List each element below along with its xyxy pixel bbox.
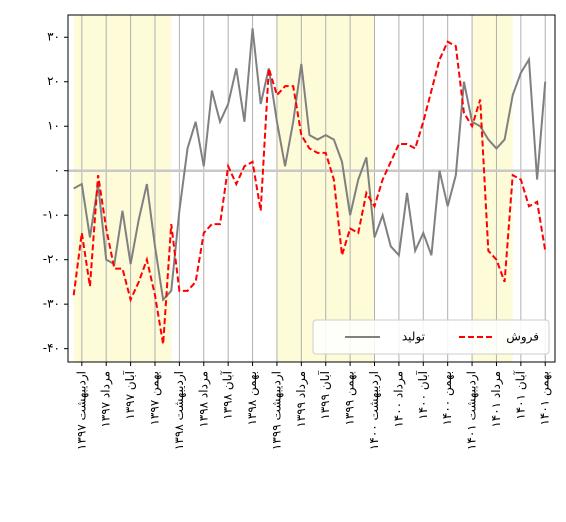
x-tick-label: بهمن ۱۳۹۸ bbox=[245, 371, 260, 426]
x-tick-label: اردیبهشت ۱۴۰۰ bbox=[367, 371, 382, 450]
y-tick-label: ۳۰ bbox=[47, 30, 60, 44]
y-tick-label: -۳۰ bbox=[43, 297, 60, 311]
x-tick-label: آبان ۱۴۰۱ bbox=[512, 370, 527, 419]
y-tick-label: -۱۰ bbox=[43, 208, 60, 222]
shaded-region bbox=[472, 15, 513, 362]
x-tick-label: بهمن ۱۳۹۹ bbox=[343, 371, 358, 426]
x-tick-label: مرداد ۱۴۰۰ bbox=[391, 371, 406, 428]
y-tick-label: ۰ bbox=[54, 163, 60, 177]
x-tick-label: آبان ۱۴۰۰ bbox=[415, 370, 430, 419]
legend-label: فروش bbox=[506, 330, 539, 345]
x-tick-label: مرداد ۱۴۰۱ bbox=[489, 371, 504, 428]
legend-box bbox=[312, 319, 550, 355]
y-tick-label: -۲۰ bbox=[43, 252, 60, 266]
line-series bbox=[72, 40, 547, 345]
y-tick-label: ۲۰ bbox=[47, 74, 60, 88]
x-tick-label: اردیبهشت ۱۳۹۹ bbox=[269, 371, 284, 450]
x-tick-label: مرداد ۱۳۹۷ bbox=[99, 371, 114, 428]
plot-frame bbox=[67, 14, 556, 363]
shaded-region bbox=[73, 15, 172, 362]
x-tick-label: بهمن ۱۴۰۰ bbox=[440, 371, 455, 426]
x-tick-label: مرداد ۱۳۹۸ bbox=[196, 371, 211, 428]
x-tick-label: مرداد ۱۳۹۹ bbox=[294, 371, 309, 428]
x-tick-label: اردیبهشت ۱۳۹۸ bbox=[172, 371, 187, 450]
y-tick-label: -۴۰ bbox=[43, 341, 60, 355]
x-tick-label: اردیبهشت ۱۴۰۱ bbox=[465, 371, 480, 450]
x-tick-label: بهمن ۱۴۰۱ bbox=[538, 371, 553, 426]
x-tick-label: بهمن ۱۳۹۷ bbox=[147, 371, 162, 426]
x-tick-label: آبان ۱۳۹۸ bbox=[220, 370, 235, 419]
legend-label: تولید bbox=[402, 330, 425, 345]
x-tick-label: آبان ۱۳۹۹ bbox=[317, 370, 332, 419]
y-tick-label: ۱۰ bbox=[47, 119, 60, 133]
line-series bbox=[73, 28, 547, 302]
x-tick-label: آبان ۱۳۹۷ bbox=[122, 370, 137, 419]
x-tick-label: اردیبهشت ۱۳۹۷ bbox=[74, 371, 89, 450]
